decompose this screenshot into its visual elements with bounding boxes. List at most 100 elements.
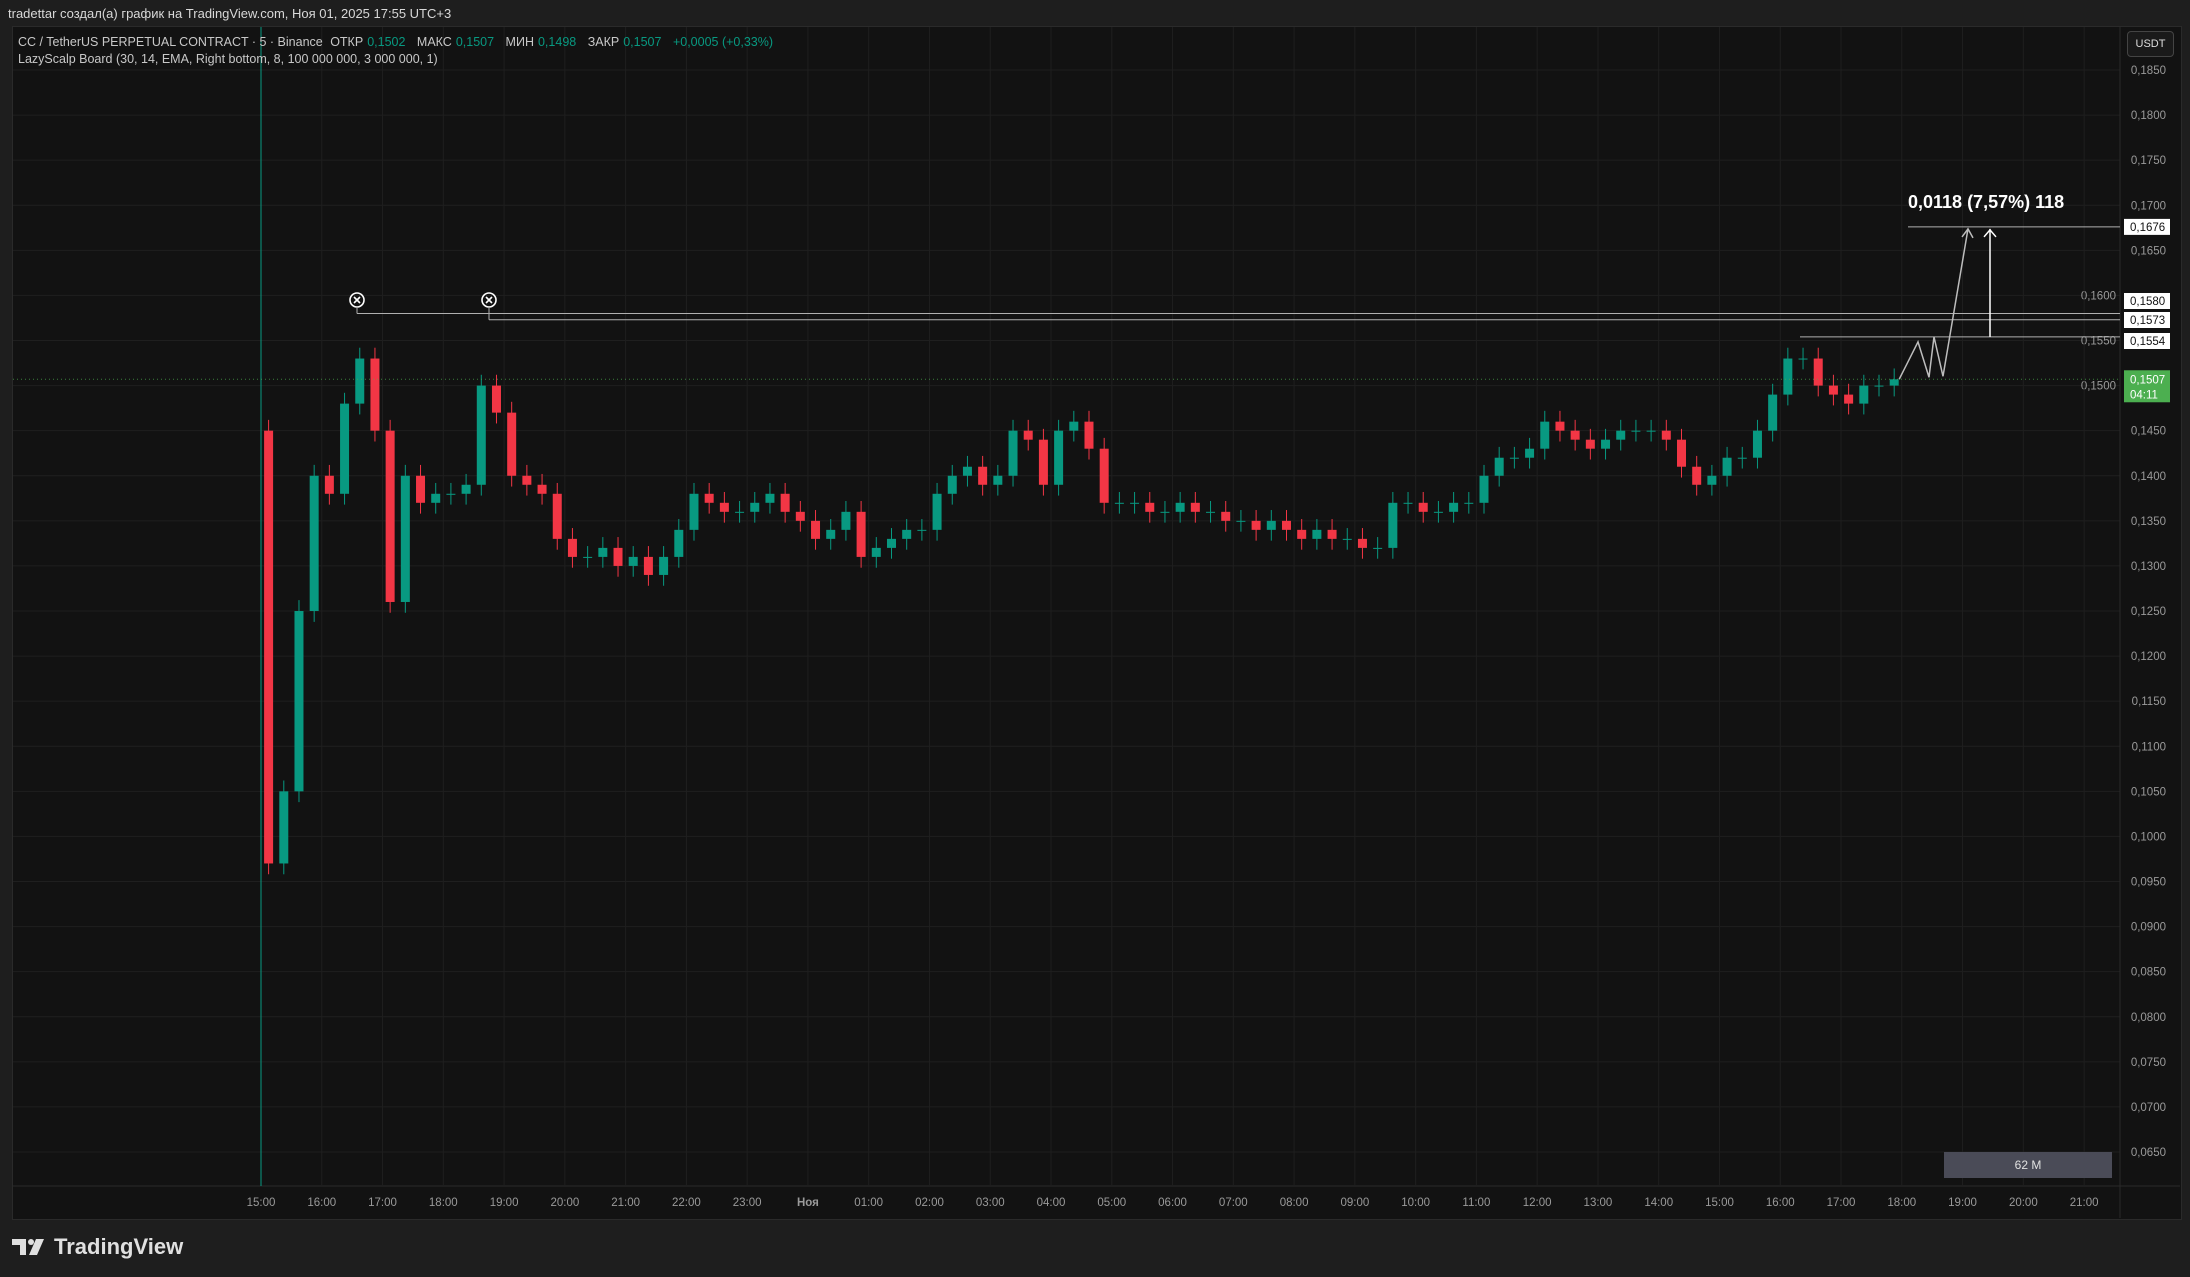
candle-body (1752, 430, 1762, 458)
candle-body (643, 556, 653, 575)
tradingview-logo-icon (12, 1239, 44, 1255)
candle-body (1798, 358, 1808, 360)
price-level-label: 0,1580 (2130, 296, 2165, 308)
candle-body (370, 358, 380, 431)
candle-body (719, 502, 729, 512)
candle-body (1403, 502, 1413, 504)
y-tick-label: 0,1750 (2131, 155, 2166, 167)
x-tick-label: 16:00 (1766, 1197, 1795, 1209)
x-tick-label: 17:00 (368, 1197, 397, 1209)
candle-body (1570, 430, 1580, 440)
y-tick-label: 0,1250 (2131, 606, 2166, 618)
x-tick-label: 09:00 (1340, 1197, 1369, 1209)
x-tick-label: 13:00 (1584, 1197, 1613, 1209)
price-level-label-box (2124, 312, 2170, 328)
last-price-box (2124, 370, 2170, 403)
candle-body (507, 412, 517, 476)
candle-body (856, 511, 866, 557)
bar-countdown: 04:11 (2130, 389, 2158, 401)
candle-body (1859, 385, 1869, 404)
price-range-label: 0,0118 (7,57%) 118 (1908, 192, 2064, 212)
y-tick-label: 0,0900 (2131, 922, 2166, 934)
candle-body (279, 791, 289, 864)
candle-body (522, 475, 532, 485)
candle-body (1054, 430, 1064, 485)
candle-body (1130, 502, 1140, 504)
candle-body (1828, 385, 1838, 395)
candle-body (1540, 421, 1550, 449)
x-tick-label: 17:00 (1827, 1197, 1856, 1209)
candle-body (1023, 430, 1033, 440)
x-tick-label: 20:00 (550, 1197, 579, 1209)
candle-body (1479, 475, 1489, 503)
tradingview-logo[interactable]: TradingView (12, 1234, 183, 1260)
candle-body (993, 475, 1003, 485)
chart-credit: tradettar создал(а) график на TradingVie… (8, 6, 452, 21)
candle-body (567, 538, 577, 557)
candle-body (1206, 511, 1216, 513)
candle-body (583, 556, 593, 558)
candle-body (750, 502, 760, 512)
x-tick-label: 22:00 (672, 1197, 701, 1209)
candle-body (962, 466, 972, 476)
candle-body (1585, 439, 1595, 449)
candle-body (1874, 385, 1884, 387)
candle-body (841, 511, 851, 530)
x-tick-label: 21:00 (2070, 1197, 2099, 1209)
candle-body (1692, 466, 1702, 485)
candle-body (628, 556, 638, 566)
candle-body (476, 385, 486, 485)
candle-body (1281, 520, 1291, 530)
candle-body (1236, 520, 1246, 522)
x-tick-label: 21:00 (611, 1197, 640, 1209)
high-label: МАКС (416, 35, 452, 49)
candle-body (1722, 457, 1732, 476)
y-tick-label: 0,1400 (2131, 471, 2166, 483)
candle-body (947, 475, 957, 494)
candle-body (416, 475, 426, 503)
candle-body (1601, 439, 1611, 449)
x-tick-label: 18:00 (1887, 1197, 1916, 1209)
change-value: +0,0005 (+0,33%) (672, 35, 774, 49)
brand-name: TradingView (54, 1234, 184, 1259)
candle-body (674, 529, 684, 557)
y-tick-label: 0,1050 (2131, 786, 2166, 798)
candle-body (1008, 430, 1018, 476)
candle-body (886, 538, 896, 548)
x-tick-label: 19:00 (1948, 1197, 1977, 1209)
indicator-legend[interactable]: LazyScalp Board (30, 14, EMA, Right bott… (18, 52, 438, 66)
candle-body (1160, 511, 1170, 513)
chart-pane[interactable] (12, 26, 2182, 1220)
candle-body (1737, 457, 1747, 459)
y-tick-label: 0,1500 (2081, 381, 2116, 393)
open-label: ОТКР (330, 35, 364, 49)
candle-body (1084, 421, 1094, 449)
y-tick-label: 0,0950 (2131, 877, 2166, 889)
candle-body (1312, 529, 1322, 539)
candle-body (1145, 502, 1155, 512)
candle-body (385, 430, 395, 602)
x-tick-label: 18:00 (429, 1197, 458, 1209)
chart-legend: CC / TetherUS PERPETUAL CONTRACT · 5 · B… (18, 34, 777, 68)
y-tick-label: 0,1650 (2131, 245, 2166, 257)
x-tick-label: 23:00 (733, 1197, 762, 1209)
y-tick-label: 0,0650 (2131, 1147, 2166, 1159)
candle-body (1297, 529, 1307, 539)
y-tick-label: 0,1300 (2131, 561, 2166, 573)
x-tick-label: 04:00 (1037, 1197, 1066, 1209)
candle-body (1388, 502, 1398, 548)
last-price-label: 0,1507 (2130, 374, 2165, 386)
y-tick-label: 0,1000 (2131, 831, 2166, 843)
candle-body (1038, 439, 1048, 485)
candle-body (400, 475, 410, 602)
y-tick-label: 0,1550 (2081, 336, 2116, 348)
currency-button[interactable]: USDT (2127, 31, 2174, 57)
y-tick-label: 0,1450 (2131, 426, 2166, 438)
candle-body (1509, 457, 1519, 459)
candle-body (355, 358, 365, 404)
candle-body (1494, 457, 1504, 476)
y-tick-label: 0,0750 (2131, 1057, 2166, 1069)
candle-body (1221, 511, 1231, 521)
symbol-legend[interactable]: CC / TetherUS PERPETUAL CONTRACT · 5 · B… (18, 34, 777, 51)
